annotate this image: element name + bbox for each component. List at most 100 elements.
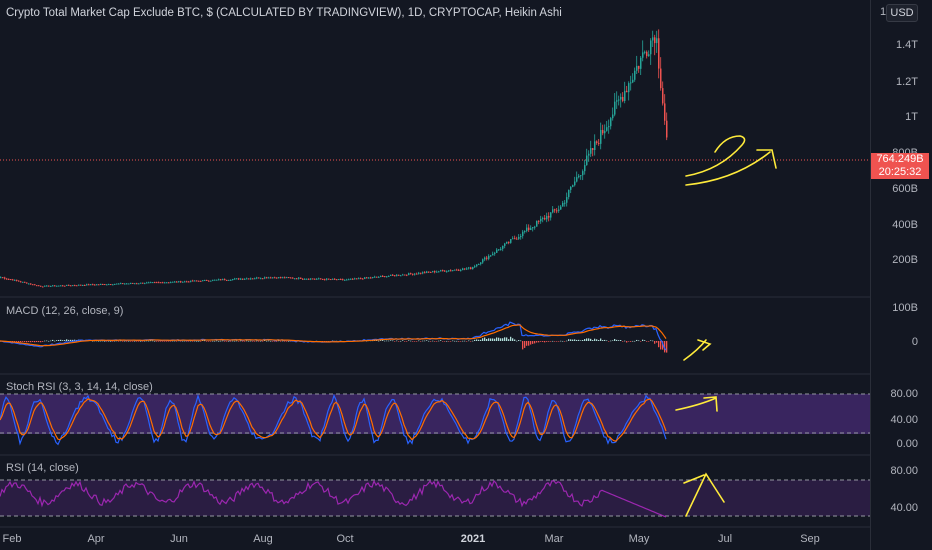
macd-histogram-bar xyxy=(512,338,514,341)
macd-histogram-bar xyxy=(264,340,266,342)
candle xyxy=(470,267,472,270)
annotation-rsi-arrow[interactable] xyxy=(683,472,725,517)
candle xyxy=(422,272,424,274)
macd-histogram-bar xyxy=(526,341,528,346)
macd-histogram-bar xyxy=(516,340,518,342)
candle xyxy=(174,281,176,283)
annotation-curve-arrow[interactable] xyxy=(685,135,746,177)
candle xyxy=(258,277,260,279)
candle xyxy=(210,280,212,282)
candle xyxy=(616,100,618,102)
macd-histogram-bar xyxy=(68,339,70,341)
macd-histogram-bar xyxy=(548,341,550,342)
candle xyxy=(366,277,368,279)
ytick-main: 600B xyxy=(892,183,918,195)
macd-histogram-bar xyxy=(62,340,64,341)
candle xyxy=(440,270,442,272)
candle xyxy=(126,283,128,285)
candle xyxy=(392,274,394,276)
macd-histogram-bar xyxy=(646,341,648,342)
candle xyxy=(46,285,48,287)
xtick: Oct xyxy=(336,533,354,545)
candle xyxy=(302,278,304,280)
candle xyxy=(94,284,96,286)
macd-histogram-bar xyxy=(590,338,592,341)
chart-canvas[interactable] xyxy=(0,0,870,550)
candle xyxy=(338,278,340,280)
macd-histogram-bar xyxy=(574,339,576,341)
candle xyxy=(350,278,352,280)
candle xyxy=(426,271,428,273)
macd-histogram-bar xyxy=(70,339,72,341)
macd-histogram-bar xyxy=(564,341,566,342)
macd-histogram-bar xyxy=(134,340,136,342)
macd-histogram-bar xyxy=(440,340,442,341)
macd-histogram-bar xyxy=(580,340,582,341)
candle xyxy=(420,272,422,274)
candle xyxy=(596,141,598,143)
macd-signal-line xyxy=(0,324,667,347)
macd-histogram-bar xyxy=(32,341,34,342)
macd-histogram-bar xyxy=(654,341,656,344)
stoch-rsi-label[interactable]: Stoch RSI (3, 3, 14, 14, close) xyxy=(6,381,153,393)
candle xyxy=(352,278,354,280)
macd-histogram-bar xyxy=(638,340,640,342)
candle xyxy=(230,279,232,281)
macd-histogram-bar xyxy=(152,340,154,342)
candle xyxy=(232,279,234,281)
candle xyxy=(292,277,294,279)
annotation-arrow-line[interactable] xyxy=(685,151,771,186)
candle xyxy=(500,248,502,250)
candle xyxy=(248,278,250,280)
currency-button[interactable]: USD xyxy=(886,4,918,22)
macd-histogram-bar xyxy=(458,341,460,342)
candle xyxy=(612,114,614,119)
macd-histogram-bar xyxy=(248,340,250,342)
macd-histogram-bar xyxy=(58,339,60,341)
candle xyxy=(646,51,648,57)
candle xyxy=(492,253,494,256)
annotation-macd-arrow[interactable] xyxy=(683,339,712,361)
candle xyxy=(256,277,258,279)
macd-histogram-bar xyxy=(478,339,480,341)
macd-histogram-bar xyxy=(626,341,628,343)
macd-histogram-bar xyxy=(500,338,502,341)
candle xyxy=(176,281,178,283)
macd-histogram-bar xyxy=(442,341,444,342)
candle xyxy=(158,282,160,284)
macd-histogram-bar xyxy=(404,341,406,342)
rsi-label[interactable]: RSI (14, close) xyxy=(6,462,79,474)
macd-histogram-bar xyxy=(606,340,608,342)
macd-histogram-bar xyxy=(200,341,202,342)
candle xyxy=(554,209,556,211)
candle xyxy=(446,271,448,273)
annotation-arrow-head[interactable] xyxy=(756,149,777,169)
macd-histogram-bar xyxy=(578,339,580,341)
candle xyxy=(578,175,580,178)
candle xyxy=(98,284,100,286)
candle xyxy=(32,284,34,286)
macd-histogram-bar xyxy=(460,341,462,342)
candle xyxy=(50,285,52,287)
candle xyxy=(78,284,80,286)
candle xyxy=(252,278,254,280)
macd-label[interactable]: MACD (12, 26, close, 9) xyxy=(6,305,124,317)
candle xyxy=(306,278,308,280)
macd-histogram-bar xyxy=(602,340,604,341)
candle xyxy=(384,276,386,278)
macd-histogram-bar xyxy=(472,340,474,342)
chart-title[interactable]: Crypto Total Market Cap Exclude BTC, $ (… xyxy=(6,7,562,19)
macd-histogram-bar xyxy=(186,341,188,342)
annotation-stoch-arrow[interactable] xyxy=(675,396,718,412)
macd-histogram-bar xyxy=(44,340,46,342)
macd-histogram-bar xyxy=(26,341,28,343)
xtick: Sep xyxy=(800,533,820,545)
price-axis[interactable] xyxy=(870,0,932,550)
macd-histogram-bar xyxy=(36,341,38,343)
time-axis[interactable] xyxy=(0,527,870,550)
macd-histogram-bar xyxy=(510,336,512,341)
annotation-drawings[interactable] xyxy=(675,135,777,517)
candle xyxy=(268,277,270,279)
candle xyxy=(328,278,330,280)
macd-histogram-bar xyxy=(166,341,168,342)
